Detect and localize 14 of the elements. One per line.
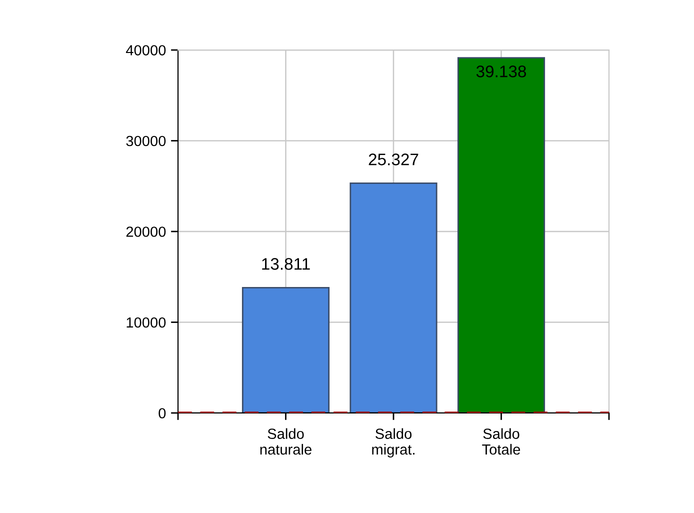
bar bbox=[457, 57, 546, 413]
y-tick-label: 0 bbox=[158, 408, 166, 418]
data-label: 39.138 bbox=[476, 66, 526, 78]
y-tick-label: 20000 bbox=[126, 226, 166, 237]
x-tick-label: Saldo Totale bbox=[482, 428, 520, 455]
bar bbox=[242, 286, 330, 413]
bar bbox=[350, 182, 438, 413]
x-tick-label: Saldo migrat. bbox=[372, 428, 414, 458]
data-label: 13.811 bbox=[262, 258, 310, 270]
x-tick-label: Saldo naturale bbox=[260, 428, 312, 455]
y-tick-label: 30000 bbox=[126, 136, 166, 146]
data-label: 25.327 bbox=[368, 154, 418, 166]
y-tick-label: 40000 bbox=[126, 45, 166, 56]
y-tick-label: 10000 bbox=[126, 317, 166, 328]
